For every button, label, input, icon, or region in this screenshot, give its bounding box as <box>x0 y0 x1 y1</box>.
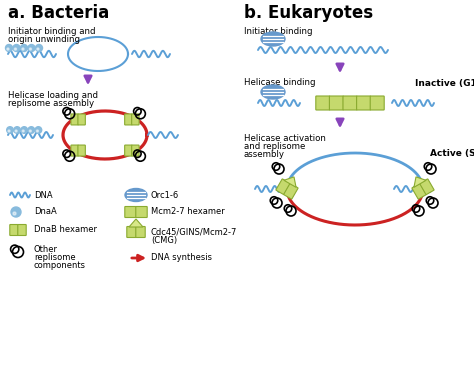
Circle shape <box>35 127 42 133</box>
Circle shape <box>36 44 43 51</box>
FancyBboxPatch shape <box>125 114 132 125</box>
Text: Initiator binding and: Initiator binding and <box>8 27 95 36</box>
Text: DnaA: DnaA <box>34 207 57 217</box>
Text: Helicase loading and: Helicase loading and <box>8 91 98 100</box>
FancyBboxPatch shape <box>127 226 136 237</box>
Text: Mcm2-7 hexamer: Mcm2-7 hexamer <box>151 207 225 217</box>
FancyBboxPatch shape <box>132 145 139 156</box>
FancyBboxPatch shape <box>343 96 357 110</box>
Polygon shape <box>414 177 426 187</box>
Text: Inactive (G1): Inactive (G1) <box>415 79 474 88</box>
FancyBboxPatch shape <box>136 207 147 218</box>
Text: origin unwinding: origin unwinding <box>8 35 80 44</box>
Circle shape <box>13 212 16 215</box>
Circle shape <box>15 130 17 132</box>
Text: Helicase binding: Helicase binding <box>244 78 316 87</box>
FancyBboxPatch shape <box>125 207 136 218</box>
FancyBboxPatch shape <box>78 114 85 125</box>
FancyBboxPatch shape <box>356 96 371 110</box>
Text: Initiator binding: Initiator binding <box>244 27 312 36</box>
Circle shape <box>22 130 24 132</box>
Text: DnaB hexamer: DnaB hexamer <box>34 225 97 235</box>
Text: Active (S): Active (S) <box>430 149 474 158</box>
FancyBboxPatch shape <box>370 96 384 110</box>
FancyBboxPatch shape <box>18 225 26 236</box>
FancyBboxPatch shape <box>132 114 139 125</box>
Circle shape <box>28 44 35 51</box>
Text: a. Bacteria: a. Bacteria <box>8 4 109 22</box>
FancyBboxPatch shape <box>329 96 343 110</box>
Text: b. Eukaryotes: b. Eukaryotes <box>244 4 373 22</box>
Text: (CMG): (CMG) <box>151 236 177 244</box>
Circle shape <box>13 44 20 51</box>
Circle shape <box>36 130 38 132</box>
FancyBboxPatch shape <box>78 145 85 156</box>
FancyBboxPatch shape <box>71 114 78 125</box>
Text: Cdc45/GINS/Mcm2-7: Cdc45/GINS/Mcm2-7 <box>151 228 237 236</box>
Text: replisome assembly: replisome assembly <box>8 99 94 108</box>
Text: Orc1-6: Orc1-6 <box>151 190 179 200</box>
FancyBboxPatch shape <box>316 96 330 110</box>
Circle shape <box>8 130 10 132</box>
Ellipse shape <box>261 85 285 99</box>
Circle shape <box>20 44 27 51</box>
Circle shape <box>29 48 31 50</box>
Polygon shape <box>284 177 296 187</box>
Circle shape <box>7 127 13 133</box>
Circle shape <box>37 48 39 50</box>
Ellipse shape <box>261 32 285 46</box>
Circle shape <box>22 48 24 50</box>
FancyBboxPatch shape <box>125 145 132 156</box>
FancyBboxPatch shape <box>420 179 434 195</box>
Circle shape <box>21 127 27 133</box>
Circle shape <box>11 207 21 217</box>
Circle shape <box>6 44 12 51</box>
FancyBboxPatch shape <box>136 226 145 237</box>
Text: and replisome: and replisome <box>244 142 305 151</box>
Circle shape <box>14 48 17 50</box>
FancyBboxPatch shape <box>71 145 78 156</box>
FancyBboxPatch shape <box>10 225 18 236</box>
Text: components: components <box>34 262 86 270</box>
Text: DNA synthesis: DNA synthesis <box>151 254 212 262</box>
Text: Helicase activation: Helicase activation <box>244 134 326 143</box>
FancyBboxPatch shape <box>412 184 426 199</box>
Circle shape <box>7 48 9 50</box>
Text: DNA: DNA <box>34 190 53 200</box>
Text: Other: Other <box>34 246 58 254</box>
Polygon shape <box>129 219 143 227</box>
Circle shape <box>14 127 20 133</box>
FancyBboxPatch shape <box>284 184 298 199</box>
FancyBboxPatch shape <box>276 179 290 195</box>
Ellipse shape <box>125 189 147 201</box>
Circle shape <box>29 130 31 132</box>
Circle shape <box>28 127 35 133</box>
Text: assembly: assembly <box>244 150 285 159</box>
Text: replisome: replisome <box>34 254 76 262</box>
